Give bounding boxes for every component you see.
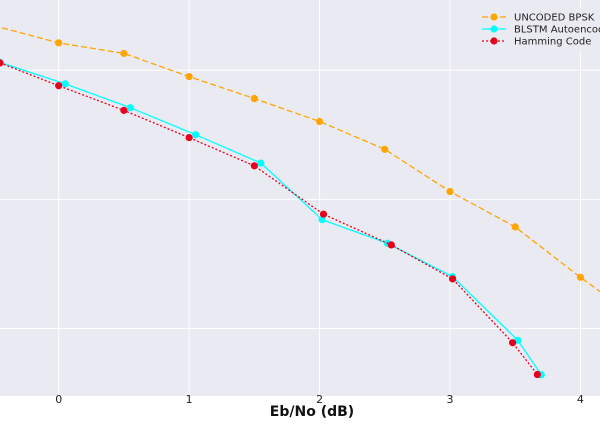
data-point [61,80,69,88]
x-tick-label: 0 [55,393,62,406]
data-point [449,275,457,283]
data-point [250,94,258,103]
data-point [120,106,128,114]
series-1 [0,26,600,293]
data-point [446,187,454,196]
legend-label: Hamming Code [514,37,591,48]
data-point [509,339,517,347]
data-point [192,131,200,139]
data-point [185,72,193,81]
data-point [576,273,585,281]
data-point [185,133,193,142]
data-point [250,162,258,170]
legend-item: UNCODED BPSK [482,13,595,24]
plot-background [0,0,600,396]
x-tick-labels: 0 1 2 3 4 [55,393,584,406]
data-point [511,223,519,231]
data-point [387,241,395,249]
x-tick-label: 1 [186,393,193,406]
legend-marker [490,37,498,45]
series-line [0,26,600,293]
legend-label: BLSTM Autoencoder [514,25,600,36]
x-tick-label: 2 [316,393,323,406]
series-3 [0,59,541,379]
data-point [257,159,265,167]
data-point [0,59,4,67]
x-tick-label: 3 [447,393,454,406]
data-point [55,82,63,90]
data-point [319,210,328,218]
x-tick-label: 4 [577,393,584,406]
series-line [0,62,538,375]
data-point [318,216,326,224]
data-point [55,39,63,47]
data-point [315,117,324,126]
legend-label: UNCODED BPSK [514,13,595,24]
legend-item: Hamming Code [482,37,591,48]
x-axis-title: Eb/No (dB) [270,404,354,420]
data-point [120,49,128,58]
legend-marker [490,13,498,21]
data-point [126,104,135,112]
legend-marker [490,25,498,33]
data-point [533,370,541,379]
data-point [381,145,389,153]
series-line [0,61,542,376]
series-group [0,26,600,379]
legend-item: BLSTM Autoencoder [482,25,600,36]
